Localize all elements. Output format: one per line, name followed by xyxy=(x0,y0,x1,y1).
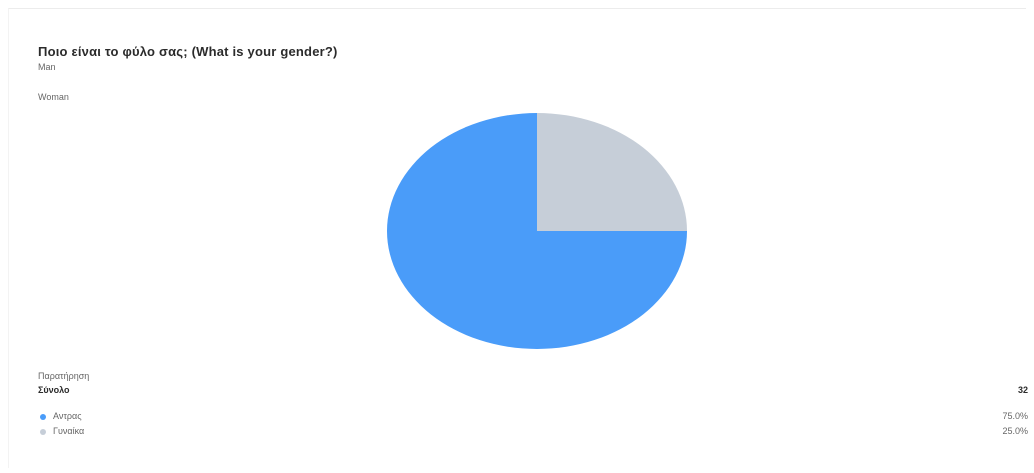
total-label: Σύνολο xyxy=(38,385,70,395)
legend-value-man: 75.0% xyxy=(1002,411,1028,421)
option-label-man: Man xyxy=(38,62,56,72)
survey-result-card: Ποιο είναι το φύλο σας; (What is your ge… xyxy=(8,8,1028,468)
legend-row-woman: Γυναίκα 25.0% xyxy=(38,426,1028,439)
legend-row-man: Αντρας 75.0% xyxy=(38,411,1028,424)
total-value: 32 xyxy=(1017,385,1028,395)
question-title: Ποιο είναι το φύλο σας; (What is your ge… xyxy=(38,44,338,59)
legend-label-woman: Γυναίκα xyxy=(53,426,85,436)
legend-swatch-woman xyxy=(40,429,46,435)
pie-slice-woman xyxy=(537,113,687,231)
legend-label-man: Αντρας xyxy=(53,411,82,421)
pie-chart-area xyxy=(369,109,699,354)
pie-chart xyxy=(387,113,687,349)
observation-label: Παρατήρηση xyxy=(38,371,90,381)
total-row: Σύνολο 32 xyxy=(38,385,1028,399)
legend-value-woman: 25.0% xyxy=(1002,426,1028,436)
option-label-woman: Woman xyxy=(38,92,69,102)
legend-swatch-man xyxy=(40,414,46,420)
